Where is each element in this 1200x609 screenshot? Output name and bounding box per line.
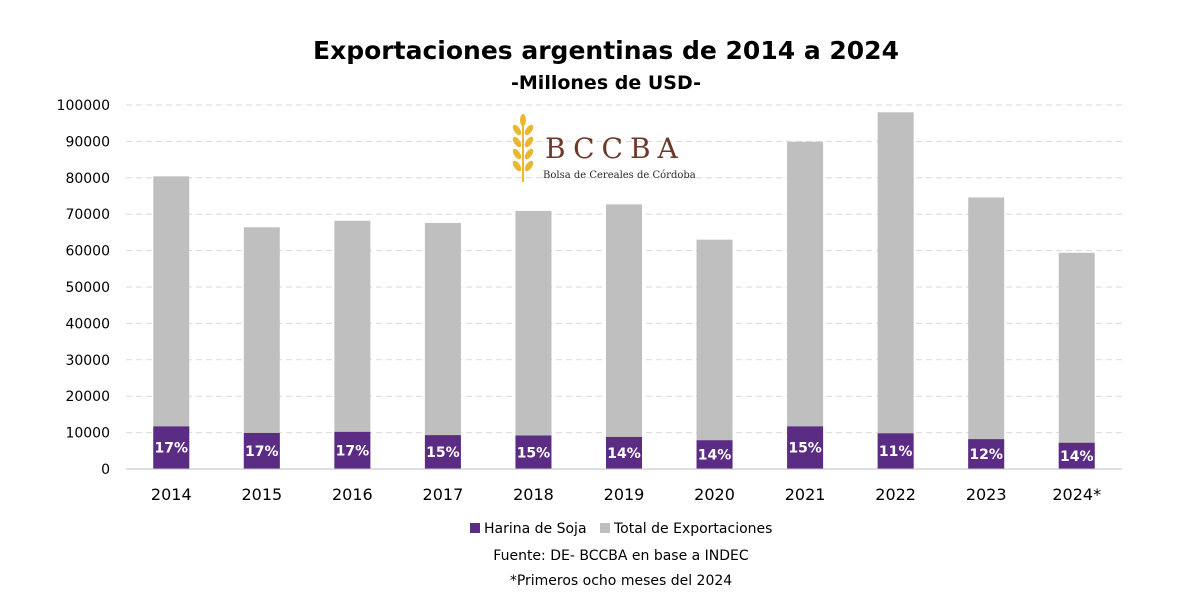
source-note: Fuente: DE- BCCBA en base a INDEC (493, 548, 749, 564)
bar-harina-de-soja (787, 426, 824, 469)
bar-harina-de-soja (606, 436, 642, 469)
y-tick-label: 30000 (65, 353, 110, 369)
legend-swatch-harina-de-soja (470, 523, 480, 533)
y-tick-label: 70000 (65, 207, 110, 223)
bar-harina-de-soja (334, 431, 371, 469)
y-tick-label: 10000 (65, 426, 110, 442)
bar-data-label: 17% (155, 441, 189, 457)
legend: Harina de Soja Total de Exportaciones (470, 521, 772, 537)
legend-label-harina-de-soja: Harina de Soja (484, 521, 587, 537)
logo-name: BCCBA (545, 132, 685, 165)
x-tick-label: 2024* (1052, 485, 1101, 504)
bar-data-label: 17% (245, 444, 279, 460)
bar-total-exportaciones (424, 222, 461, 469)
bar-harina-de-soja (877, 433, 914, 469)
bar-data-label: 14% (698, 448, 732, 464)
bar-harina-de-soja (424, 435, 461, 469)
bar-total-exportaciones (696, 239, 733, 469)
bar-harina-de-soja (153, 426, 190, 469)
bar-total-exportaciones (334, 220, 371, 469)
bar-data-label: 15% (517, 445, 551, 461)
bar-total-exportaciones (877, 112, 914, 469)
bar-total-exportaciones (606, 204, 642, 469)
x-tick-label: 2020 (694, 485, 735, 504)
wheat-icon (512, 114, 534, 182)
bars: 17% 17% 17% 15% 15% 14% 14% 15% 11% 12% 14% (153, 112, 1095, 469)
bar-data-label: 17% (336, 443, 370, 459)
y-tick-label: 0 (101, 462, 110, 478)
bar-data-label: 11% (879, 444, 913, 460)
x-tick-label: 2014 (151, 485, 192, 504)
x-axis-ticks: 2014 2015 2016 2017 2018 2019 2020 2021 2022 2023… (151, 485, 1101, 504)
bccba-logo: BCCBA Bolsa de Cereales de Córdoba (512, 114, 696, 182)
bar-harina-de-soja (968, 439, 1005, 469)
chart-title: Exportaciones argentinas de 2014 a 2024 (313, 36, 899, 65)
logo-subtitle: Bolsa de Cereales de Córdoba (543, 170, 696, 181)
bar-data-label: 15% (788, 441, 822, 457)
y-tick-label: 40000 (65, 316, 110, 332)
y-tick-label: 20000 (65, 389, 110, 405)
bar-harina-de-soja (1058, 442, 1095, 469)
bar-data-label: 15% (426, 445, 460, 461)
x-tick-label: 2022 (875, 485, 916, 504)
y-tick-label: 100000 (57, 98, 110, 114)
bar-data-label: 12% (969, 447, 1003, 463)
legend-label-total-de-exportaciones: Total de Exportaciones (613, 521, 772, 537)
bar-data-label: 14% (607, 446, 641, 462)
y-axis-ticks: 0 10000 20000 30000 40000 50000 60000 70000 8000… (57, 98, 110, 478)
bar-total-exportaciones (1058, 252, 1095, 469)
chart-subtitle: -Millones de USD- (511, 72, 701, 94)
bar-total-exportaciones (515, 210, 552, 469)
x-tick-label: 2017 (423, 485, 464, 504)
y-tick-label: 60000 (65, 244, 110, 260)
x-tick-label: 2023 (966, 485, 1007, 504)
x-tick-label: 2021 (785, 485, 826, 504)
bar-total-exportaciones (787, 141, 824, 469)
bar-total-exportaciones (968, 197, 1005, 469)
bar-harina-de-soja (243, 432, 280, 469)
x-tick-label: 2018 (513, 485, 554, 504)
bar-harina-de-soja (515, 435, 552, 469)
bar-data-label: 14% (1060, 449, 1094, 465)
y-tick-label: 80000 (65, 171, 110, 187)
footnote: *Primeros ocho meses del 2024 (510, 573, 732, 589)
x-tick-label: 2019 (604, 485, 645, 504)
bar-total-exportaciones (243, 227, 280, 469)
y-tick-label: 90000 (65, 134, 110, 150)
x-tick-label: 2015 (241, 485, 282, 504)
legend-swatch-total-de-exportaciones (600, 523, 610, 533)
y-tick-label: 50000 (65, 280, 110, 296)
bar-total-exportaciones (153, 176, 190, 469)
gridlines (126, 104, 1122, 434)
bar-harina-de-soja (696, 440, 733, 469)
x-tick-label: 2016 (332, 485, 373, 504)
